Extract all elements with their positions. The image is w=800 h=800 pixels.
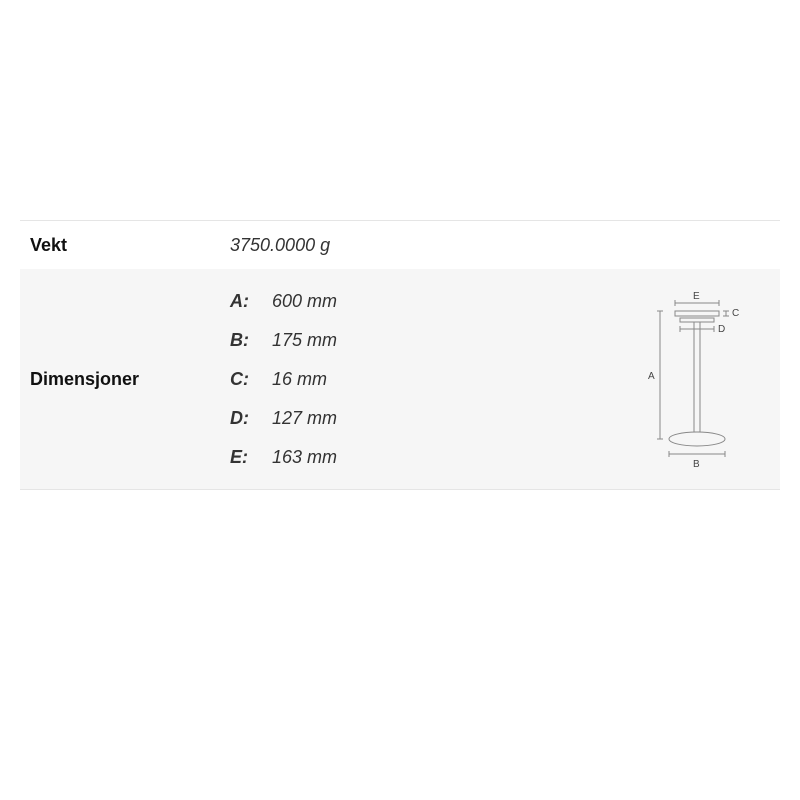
list-item: E: 163 mm [230, 447, 610, 468]
list-item: C: 16 mm [230, 369, 610, 390]
list-item: D: 127 mm [230, 408, 610, 429]
spec-table: Vekt 3750.0000 g Dimensjoner A: 600 mm B… [20, 220, 780, 490]
diagram-label-d: D [718, 324, 725, 335]
dim-key: E: [230, 447, 258, 468]
dim-value: 127 mm [272, 408, 337, 429]
dimension-diagram: E C D A [610, 289, 780, 469]
page: Vekt 3750.0000 g Dimensjoner A: 600 mm B… [0, 0, 800, 800]
diagram-label-a: A [648, 371, 655, 382]
dimensions-values: A: 600 mm B: 175 mm C: 16 mm D: 127 mm [230, 291, 610, 468]
list-item: B: 175 mm [230, 330, 610, 351]
dim-value: 163 mm [272, 447, 337, 468]
dimension-list: A: 600 mm B: 175 mm C: 16 mm D: 127 mm [230, 291, 610, 468]
diagram-label-b: B [693, 459, 700, 469]
dimensions-label: Dimensjoner [20, 369, 230, 390]
diagram-label-c: C [732, 308, 739, 319]
dim-value: 16 mm [272, 369, 327, 390]
dim-value: 600 mm [272, 291, 337, 312]
weight-value: 3750.0000 g [230, 235, 610, 256]
weight-label: Vekt [20, 235, 230, 256]
dim-key: C: [230, 369, 258, 390]
stand-diagram-icon: E C D A [630, 289, 760, 469]
dim-key: A: [230, 291, 258, 312]
dim-key: D: [230, 408, 258, 429]
list-item: A: 600 mm [230, 291, 610, 312]
dim-key: B: [230, 330, 258, 351]
diagram-label-e: E [693, 291, 700, 302]
table-row: Dimensjoner A: 600 mm B: 175 mm C: 16 mm [20, 269, 780, 489]
dim-value: 175 mm [272, 330, 337, 351]
table-row: Vekt 3750.0000 g [20, 221, 780, 269]
